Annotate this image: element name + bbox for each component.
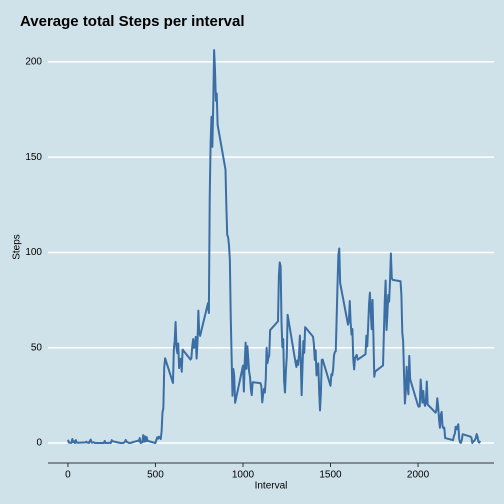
x-axis-label: Interval (255, 481, 288, 492)
chart-title: Average total Steps per interval (20, 13, 245, 30)
y-tick-label: 50 (31, 342, 43, 353)
y-tick-label: 100 (25, 247, 42, 258)
y-tick-label: 200 (25, 57, 42, 68)
x-tick-label: 1000 (232, 470, 255, 481)
y-tick-label: 0 (36, 438, 42, 449)
x-tick-label: 2000 (407, 470, 430, 481)
y-axis-label: Steps (12, 234, 23, 260)
x-tick-label: 1500 (319, 470, 342, 481)
y-tick-label: 150 (25, 152, 42, 163)
data-line (67, 49, 482, 444)
x-tick-label: 0 (65, 470, 71, 481)
x-tick-label: 500 (147, 470, 164, 481)
